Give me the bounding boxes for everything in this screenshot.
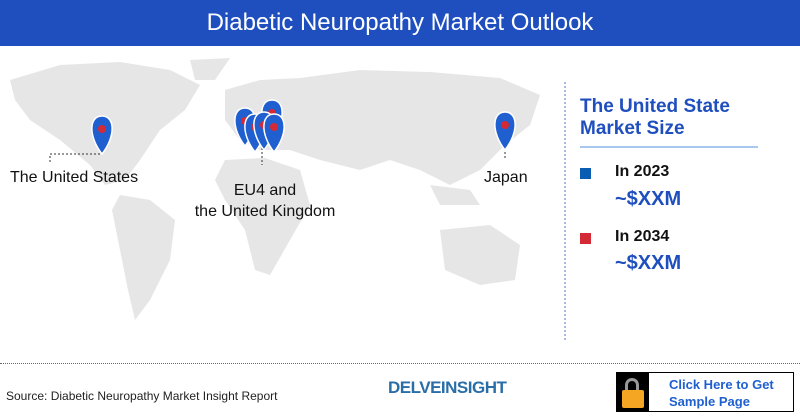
label-eu: EU4 and the United Kingdom [190,180,340,222]
value-2034: ~$XXM [615,252,682,274]
world-map [10,58,540,320]
market-size-title: The United State Market Size [580,96,730,140]
legend-square-2034 [580,233,591,244]
year-2023: In 2023 [615,163,670,180]
label-us: The United States [10,169,139,186]
divider [564,82,566,340]
legend-square-2023 [580,168,591,179]
footer-divider [0,363,800,364]
cta-line1: Click Here to Get [669,377,774,392]
cta-line2: Sample Page [669,394,750,409]
pin-icon-us [91,115,113,156]
label-japan: Japan [484,169,528,186]
delveinsight-logo: DELVEINSIGHT [388,378,507,397]
source-text: Source: Diabetic Neuropathy Market Insig… [6,389,278,403]
label-eu-line1: EU4 and [233,182,297,199]
title-underline [580,146,758,148]
page-title: Diabetic Neuropathy Market Outlook [0,0,800,46]
pin-icon-japan [494,111,516,152]
label-eu-line2: the United Kingdom [194,203,336,220]
sample-page-button[interactable]: Click Here to Get Sample Page [616,372,794,412]
pin-icon-uk [263,113,285,154]
value-2023: ~$XXM [615,188,682,210]
title-line2: Market Size [580,118,685,139]
year-2034: In 2034 [615,228,670,245]
title-line1: The United State [580,96,730,117]
location-pins [91,99,516,156]
unlock-icon [617,373,649,411]
